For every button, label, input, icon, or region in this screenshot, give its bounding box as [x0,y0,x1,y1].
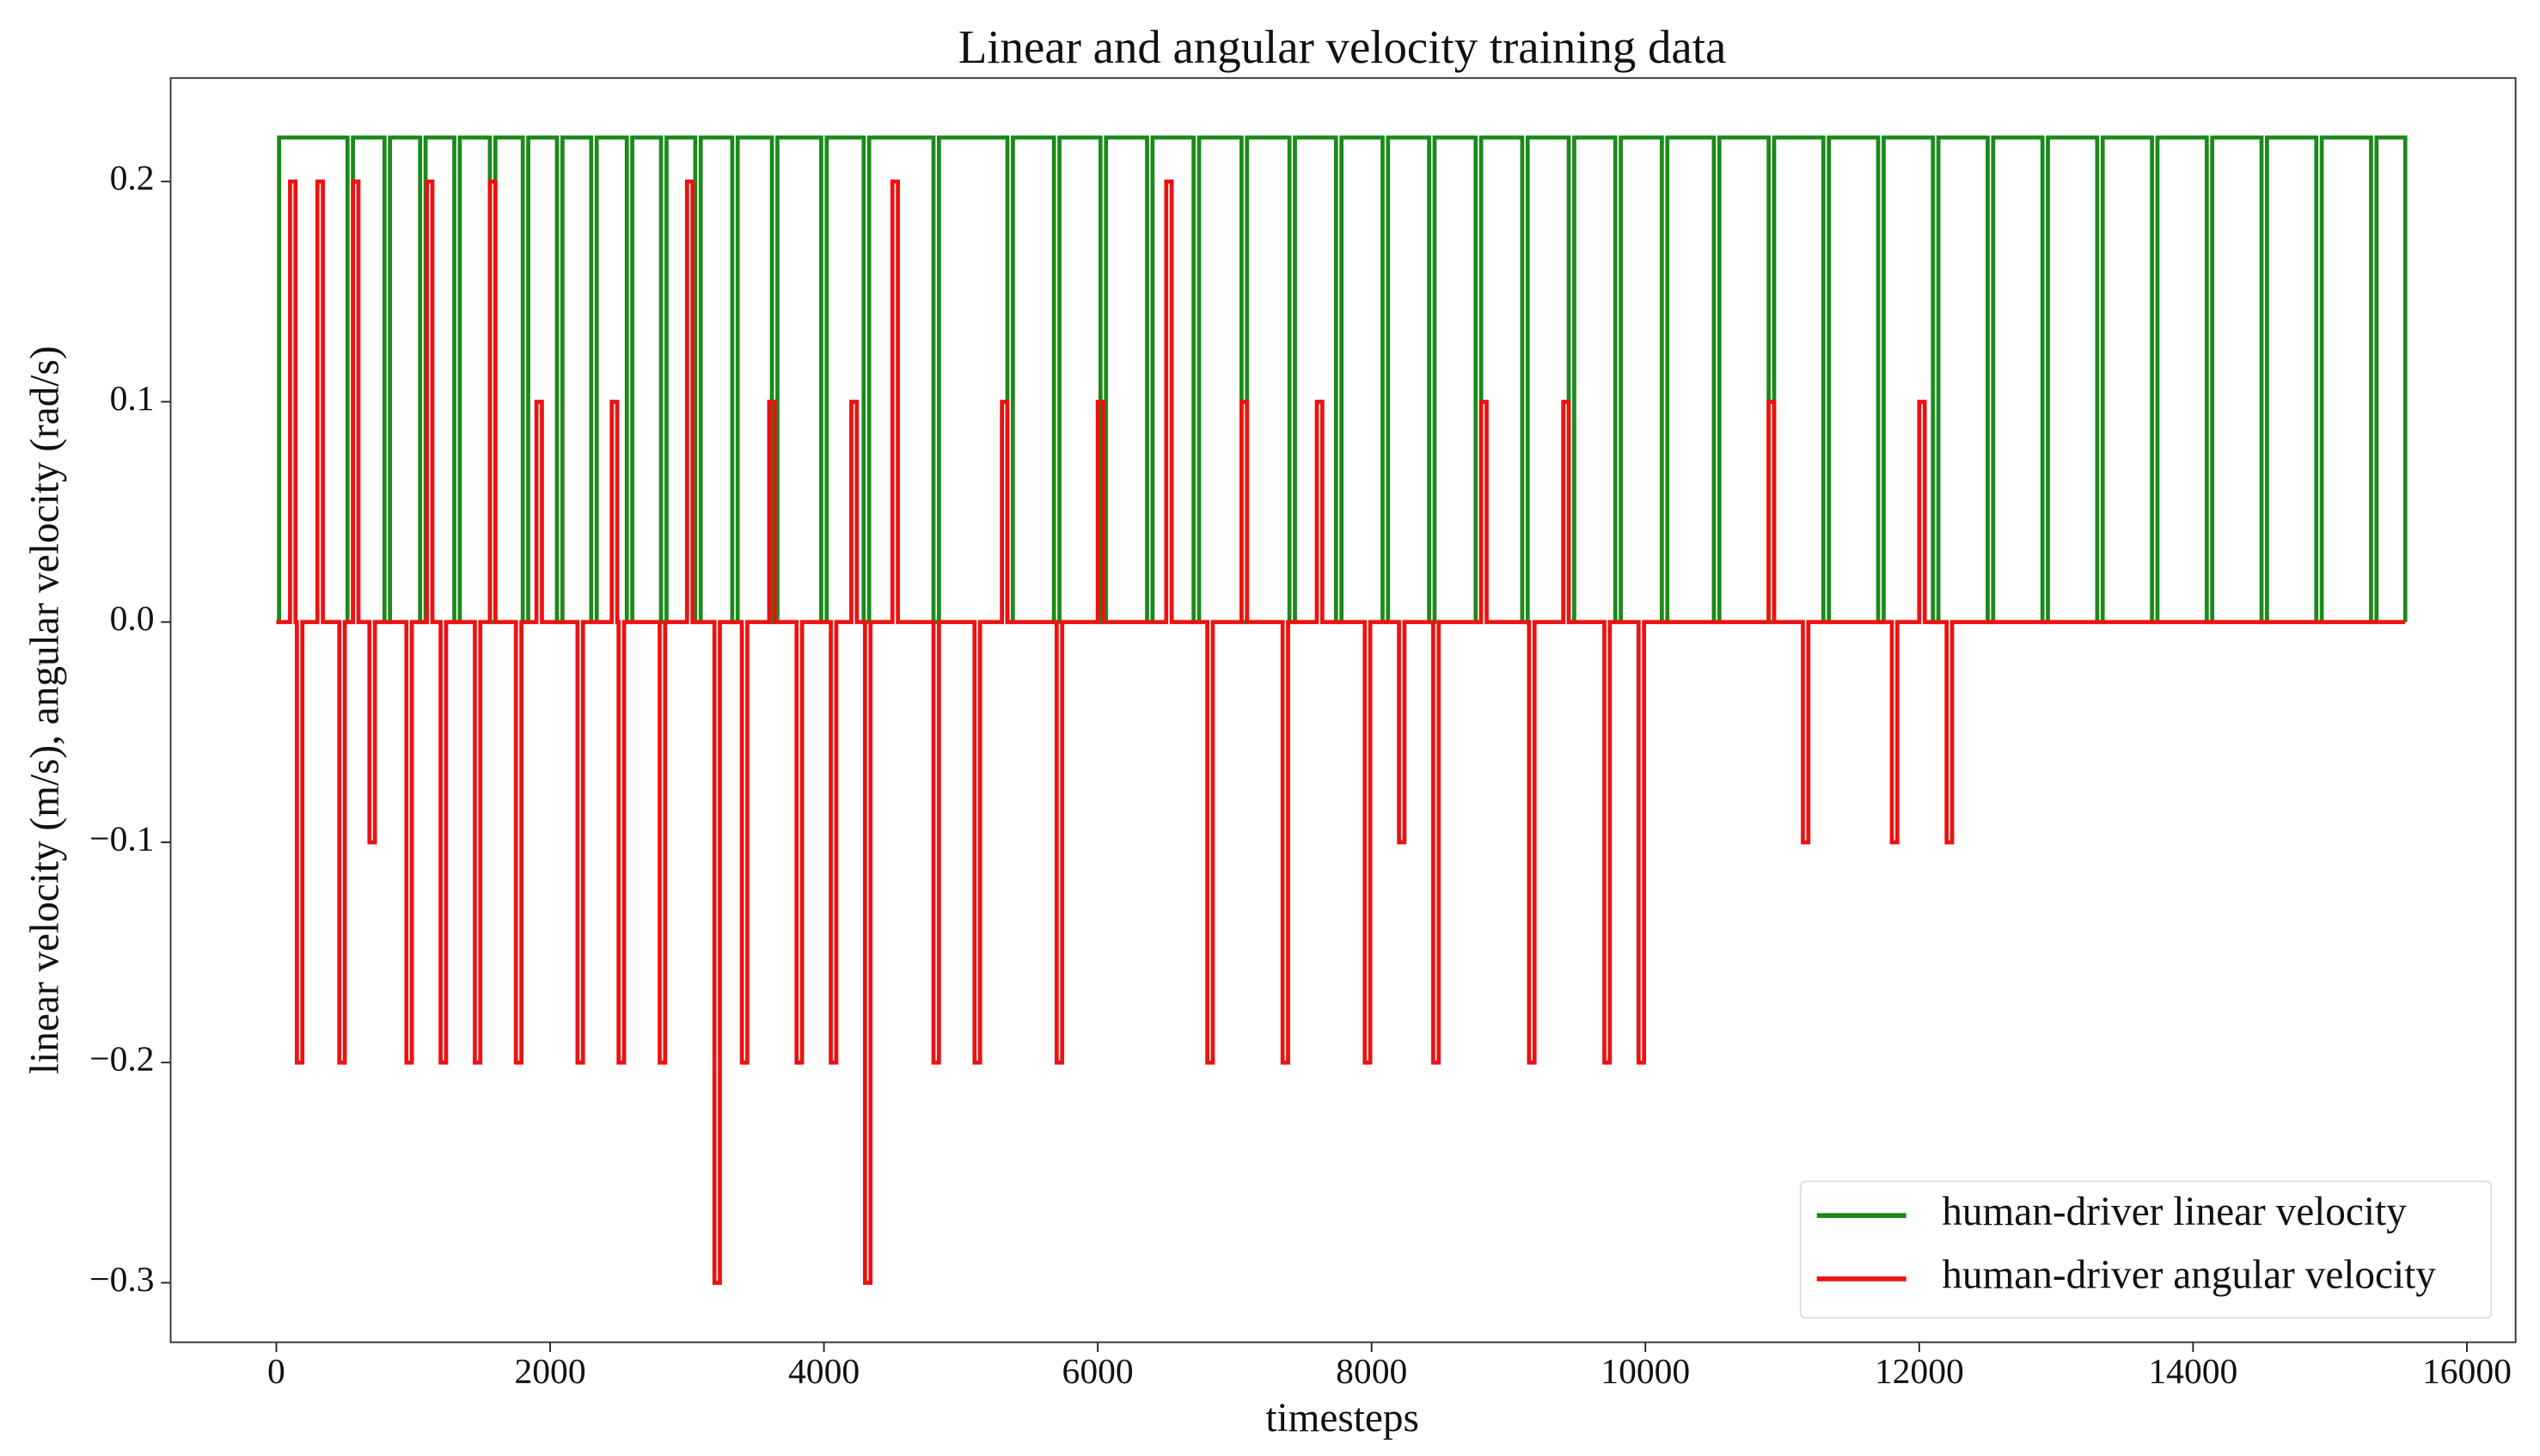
series-line [276,179,2406,1285]
x-tick-label: 10000 [1601,1351,1690,1391]
x-tick-label: 8000 [1336,1351,1407,1391]
legend-label: human-driver angular velocity [1942,1253,2436,1298]
x-tick-label: 2000 [514,1351,585,1391]
x-tick-label: 4000 [788,1351,860,1391]
x-tick-label: 0 [267,1351,285,1391]
x-tick-label: 16000 [2422,1351,2512,1391]
y-tick-label: 0.2 [110,158,155,198]
x-axis-label: timesteps [1265,1396,1418,1441]
y-tick-label: 0.1 [110,378,155,418]
chart-title: Linear and angular velocity training dat… [958,21,1726,73]
y-tick-label: −0.3 [89,1259,154,1299]
x-tick-label: 6000 [1062,1351,1134,1391]
x-tick-label: 12000 [1875,1351,1964,1391]
y-tick-label: −0.1 [89,819,154,859]
legend-box [1799,1180,2493,1319]
series-line [276,135,2408,625]
x-tick-label: 14000 [2148,1351,2237,1391]
y-axis-label: linear velocity (m/s), angular velocity … [23,346,68,1074]
plot-frame [169,76,2517,1343]
y-tick-label: 0.0 [110,598,155,638]
y-tick-label: −0.2 [89,1039,154,1079]
legend-label: human-driver linear velocity [1942,1190,2407,1234]
